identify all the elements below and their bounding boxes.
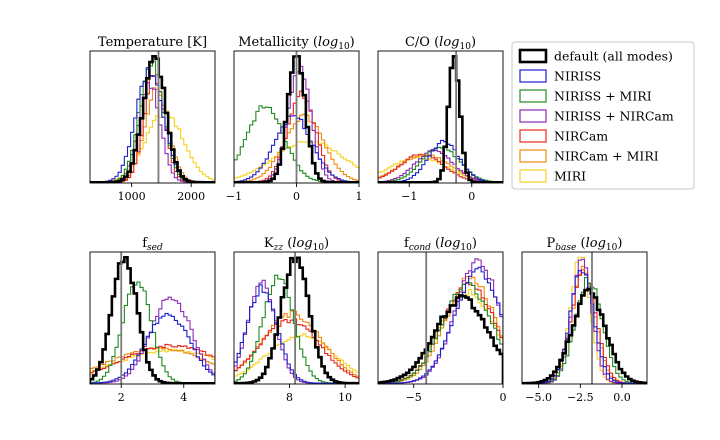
hist-niriss_miri [378,146,503,183]
panel-metallicity-log10: −1 0 1 Metallicity (log10) [226,35,363,203]
x-tick-label: 10 [338,391,352,404]
hist-niriss [522,270,647,384]
panel-c-o-log10: −1 0 C/O (log10) [377,35,504,203]
hist-miri [522,256,647,384]
legend-label-niriss_nircam: NIRISS + NIRCam [554,109,674,124]
hist-miri [90,110,215,183]
legend-swatch-miri [519,169,547,183]
x-tick-label: −5 [406,391,422,404]
panel-title: Metallicity (log10) [238,35,355,52]
legend-swatch-niriss_miri [519,89,547,103]
hist-default [234,256,359,384]
axes-frame [377,251,504,385]
hist-default [522,287,647,384]
panel-title: C/O (log10) [405,35,476,52]
x-tick-label: 1 [356,190,363,203]
axes-frame [377,50,504,184]
panel-pbase-log10: −5.0 −2.5 0.0 Pbase (log10) [521,236,648,404]
axes-frame [233,251,360,385]
hist-niriss_miri [378,282,503,384]
x-tick-label: −1 [226,190,242,203]
legend-swatch-default [518,48,548,64]
panel-title: fcond (log10) [404,236,477,253]
panel-fcond-log10: −5 0 fcond (log10) [377,236,507,404]
hist-default [90,54,215,183]
legend: default (all modes) NIRISS NIRISS + MIRI NI… [511,41,695,190]
x-tick-label: 2 [118,391,125,404]
panel-title: Pbase (log10) [547,236,623,253]
legend-label-niriss: NIRISS [554,69,601,84]
x-tick-label: 0 [468,190,475,203]
panel-temperature-k: 1000 2000 Temperature [K] [89,35,216,203]
x-tick-label: 8 [286,391,293,404]
axes-frame [89,50,216,184]
hist-niriss [378,266,503,384]
legend-label-miri: MIRI [554,169,586,184]
x-tick-label: −1 [401,190,417,203]
x-tick-label: −5.0 [525,391,552,404]
panel-title: Temperature [K] [98,35,207,50]
hist-nircam_miri [90,87,215,183]
legend-swatch-niriss [519,69,547,83]
hist-default [378,294,503,384]
legend-swatch-niriss_nircam [519,109,547,123]
legend-swatch-nircam_miri [519,149,547,163]
axes-frame [521,251,648,385]
legend-swatch-nircam [519,129,547,143]
panel-title: Kzz (log10) [264,236,329,253]
axes-frame [89,251,216,385]
x-tick-label: 0 [500,391,507,404]
hist-default [90,255,215,384]
x-tick-label: 0.0 [613,391,631,404]
legend-label-default: default (all modes) [554,49,673,64]
hist-default [378,54,503,183]
legend-label-nircam_miri: NIRCam + MIRI [554,149,659,164]
x-tick-label: 2000 [177,190,205,203]
legend-label-niriss_miri: NIRISS + MIRI [554,89,652,104]
panel-title: fsed [142,236,163,253]
x-tick-label: 4 [180,391,187,404]
hist-niriss [234,284,359,384]
x-tick-label: 0 [293,190,300,203]
x-tick-label: 1000 [118,190,146,203]
hist-nircam [234,318,359,384]
panel-kzz-log10: 8 10 Kzz (log10) [233,236,360,404]
x-tick-label: −2.5 [567,391,594,404]
hist-niriss [90,312,215,384]
legend-frame [511,41,695,190]
legend-label-nircam: NIRCam [554,129,608,144]
panel-fsed: 2 4 fsed [89,236,216,404]
